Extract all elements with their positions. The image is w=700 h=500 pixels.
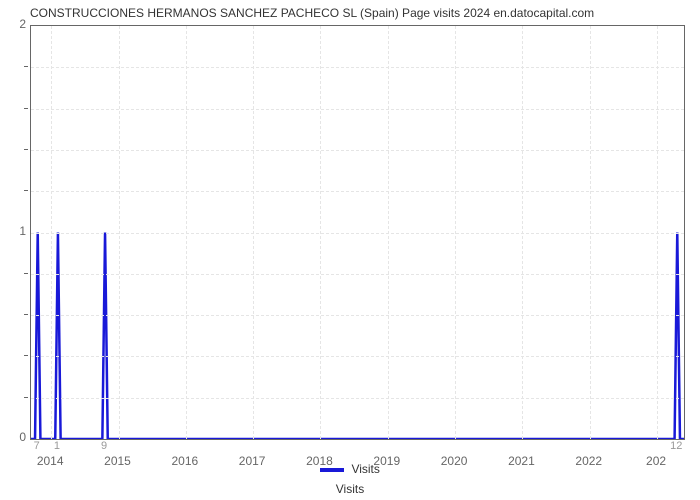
x-tick-label: 2021: [508, 454, 535, 468]
grid-line-v: [186, 26, 187, 439]
y-minor-tick: [24, 66, 28, 67]
y-minor-tick: [24, 314, 28, 315]
grid-line-v: [455, 26, 456, 439]
x-tick-label: 2020: [441, 454, 468, 468]
y-tick-label: 1: [6, 224, 26, 238]
y-minor-tick: [24, 397, 28, 398]
grid-line-v: [51, 26, 52, 439]
grid-line-h-minor: [31, 109, 684, 110]
chart-title: CONSTRUCCIONES HERMANOS SANCHEZ PACHECO …: [30, 6, 690, 20]
grid-line-h: [31, 233, 684, 234]
spike-label: 9: [101, 440, 107, 452]
x-tick-label: 2016: [171, 454, 198, 468]
x-tick-label: 2014: [37, 454, 64, 468]
grid-line-h-minor: [31, 274, 684, 275]
grid-line-v: [590, 26, 591, 439]
x-tick-label: 2019: [373, 454, 400, 468]
y-minor-tick: [24, 190, 28, 191]
spike-label: 12: [670, 440, 682, 452]
spike-label: 1: [54, 440, 60, 452]
y-tick-label: 2: [6, 17, 26, 31]
x-tick-label: 2022: [575, 454, 602, 468]
grid-line-h-minor: [31, 356, 684, 357]
grid-line-h-minor: [31, 150, 684, 151]
grid-line-h-minor: [31, 191, 684, 192]
grid-line-v: [253, 26, 254, 439]
x-tick-label: 2017: [239, 454, 266, 468]
y-minor-tick: [24, 273, 28, 274]
y-minor-tick: [24, 108, 28, 109]
grid-line-v: [119, 26, 120, 439]
x-tick-label: 202: [646, 454, 666, 468]
grid-line-v: [657, 26, 658, 439]
y-minor-tick: [24, 355, 28, 356]
grid-line-h-minor: [31, 67, 684, 68]
y-minor-tick: [24, 149, 28, 150]
grid-line-h-minor: [31, 315, 684, 316]
grid-line-h-minor: [31, 398, 684, 399]
x-tick-label: 2015: [104, 454, 131, 468]
chart-plot-area: [30, 25, 685, 440]
legend-swatch: [320, 468, 344, 472]
grid-line-v: [388, 26, 389, 439]
grid-line-v: [522, 26, 523, 439]
visits-line: [31, 233, 684, 440]
spike-label: 7: [34, 440, 40, 452]
grid-line-v: [320, 26, 321, 439]
chart-container: CONSTRUCCIONES HERMANOS SANCHEZ PACHECO …: [0, 0, 700, 500]
x-tick-label: 2018: [306, 454, 333, 468]
x-axis-label: Visits: [0, 482, 700, 496]
y-tick-label: 0: [6, 430, 26, 444]
